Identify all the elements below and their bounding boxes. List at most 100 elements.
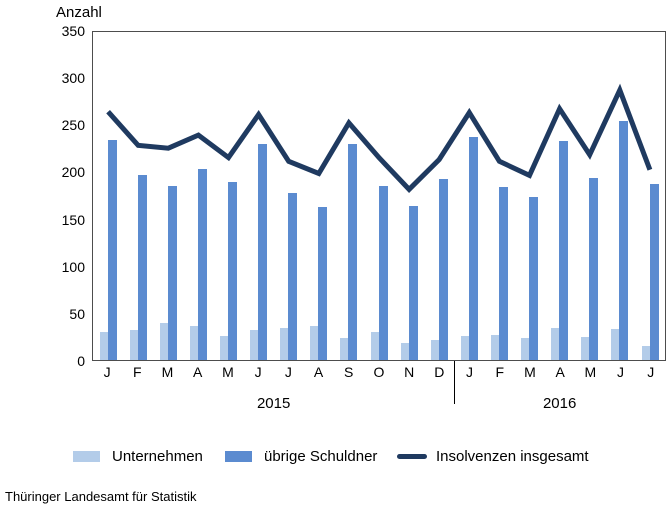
- plot-area: [92, 31, 666, 361]
- bar-uebrige-schuldner: [378, 185, 388, 360]
- month-label: M: [584, 364, 597, 380]
- month-label: J: [466, 364, 474, 380]
- month-slot: [123, 32, 153, 360]
- year-label-2015: 2015: [256, 395, 291, 412]
- month-label: A: [555, 364, 565, 380]
- month-label: F: [495, 364, 505, 380]
- bar-uebrige-schuldner: [498, 186, 508, 360]
- month-slot: [334, 32, 364, 360]
- bar-uebrige-schuldner: [589, 178, 599, 360]
- year-label-2016: 2016: [542, 395, 577, 412]
- month-label: M: [222, 364, 234, 380]
- month-label: J: [647, 364, 655, 380]
- month-label: O: [373, 364, 385, 380]
- bar-unternehmen: [611, 329, 620, 360]
- legend-label: Insolvenzen insgesamt: [436, 447, 589, 465]
- ytick-label: 100: [61, 258, 85, 275]
- month-label: J: [284, 364, 292, 380]
- bar-uebrige-schuldner: [468, 136, 478, 360]
- bar-uebrige-schuldner: [288, 193, 298, 360]
- bar-unternehmen: [551, 328, 560, 360]
- month-label: D: [434, 364, 445, 380]
- bar-unternehmen: [370, 331, 379, 360]
- month-label: J: [617, 364, 625, 380]
- bar-unternehmen: [129, 330, 138, 360]
- month-label: J: [103, 364, 111, 380]
- month-slot: [635, 32, 665, 360]
- month-slot: [454, 32, 484, 360]
- bar-unternehmen: [521, 338, 530, 360]
- ytick-label: 150: [61, 211, 85, 228]
- source-text: Thüringer Landesamt für Statistik: [5, 489, 197, 504]
- legend-label: Unternehmen: [112, 447, 203, 465]
- legend-item-insolvenzen-insgesamt: Insolvenzen insgesamt: [397, 447, 589, 465]
- unternehmen-swatch-icon: [73, 450, 100, 462]
- month-slot: [364, 32, 394, 360]
- uebrige-schuldner-swatch-icon: [225, 450, 252, 462]
- y-axis-title: Anzahl: [56, 4, 102, 21]
- bar-uebrige-schuldner: [438, 179, 448, 360]
- bar-uebrige-schuldner: [318, 207, 328, 360]
- ytick-label: 0: [77, 353, 85, 369]
- legend-item-uebrige-schuldner: übrige Schuldner: [225, 447, 378, 465]
- bar-unternehmen: [581, 336, 590, 360]
- bar-uebrige-schuldner: [348, 144, 358, 360]
- month-slot: [424, 32, 454, 360]
- total-line: [106, 83, 653, 193]
- bar-uebrige-schuldner: [408, 206, 418, 360]
- bar-uebrige-schuldner: [107, 139, 117, 360]
- month-label: A: [193, 364, 203, 380]
- month-slot: [153, 32, 183, 360]
- month-label: S: [344, 364, 354, 380]
- bar-unternehmen: [490, 334, 499, 360]
- bar-unternehmen: [159, 322, 168, 360]
- bar-uebrige-schuldner: [619, 121, 629, 360]
- month-slot: [274, 32, 304, 360]
- bar-unternehmen: [99, 331, 108, 360]
- bar-unternehmen: [219, 335, 228, 360]
- month-slot: [605, 32, 635, 360]
- legend: Unternehmen übrige Schuldner Insolvenzen…: [0, 447, 668, 465]
- month-slot: [244, 32, 274, 360]
- ytick-label: 250: [61, 117, 85, 134]
- legend-item-unternehmen: Unternehmen: [73, 447, 203, 465]
- month-label: J: [254, 364, 262, 380]
- legend-label: übrige Schuldner: [264, 447, 378, 465]
- ytick-label: 200: [61, 164, 85, 181]
- bar-groups: [93, 32, 665, 360]
- bar-unternehmen: [400, 343, 409, 360]
- month-label: N: [404, 364, 415, 380]
- month-label: M: [524, 364, 536, 380]
- bar-unternehmen: [189, 326, 198, 360]
- month-label: M: [161, 364, 174, 380]
- bar-uebrige-schuldner: [529, 196, 539, 360]
- bar-unternehmen: [460, 335, 469, 360]
- month-slot: [213, 32, 243, 360]
- month-slot: [515, 32, 545, 360]
- month-slot: [484, 32, 514, 360]
- year-separator: [454, 361, 455, 404]
- bar-unternehmen: [641, 345, 650, 360]
- bar-uebrige-schuldner: [559, 140, 569, 360]
- bar-unternehmen: [250, 330, 259, 360]
- bar-uebrige-schuldner: [649, 183, 659, 360]
- bar-uebrige-schuldner: [137, 175, 147, 360]
- bar-uebrige-schuldner: [197, 168, 207, 360]
- ytick-label: 300: [61, 70, 85, 87]
- bar-unternehmen: [310, 326, 319, 360]
- month-slot: [394, 32, 424, 360]
- ytick-label: 350: [61, 23, 85, 39]
- ytick-label: 50: [69, 305, 85, 322]
- month-slot: [304, 32, 334, 360]
- bar-uebrige-schuldner: [258, 144, 268, 360]
- month-slot: [93, 32, 123, 360]
- bar-uebrige-schuldner: [167, 185, 177, 360]
- bar-uebrige-schuldner: [227, 181, 237, 360]
- bar-unternehmen: [340, 338, 349, 360]
- month-label: F: [133, 364, 142, 380]
- month-slot: [575, 32, 605, 360]
- month-slot: [545, 32, 575, 360]
- bar-unternehmen: [430, 340, 439, 360]
- bar-unternehmen: [280, 328, 289, 360]
